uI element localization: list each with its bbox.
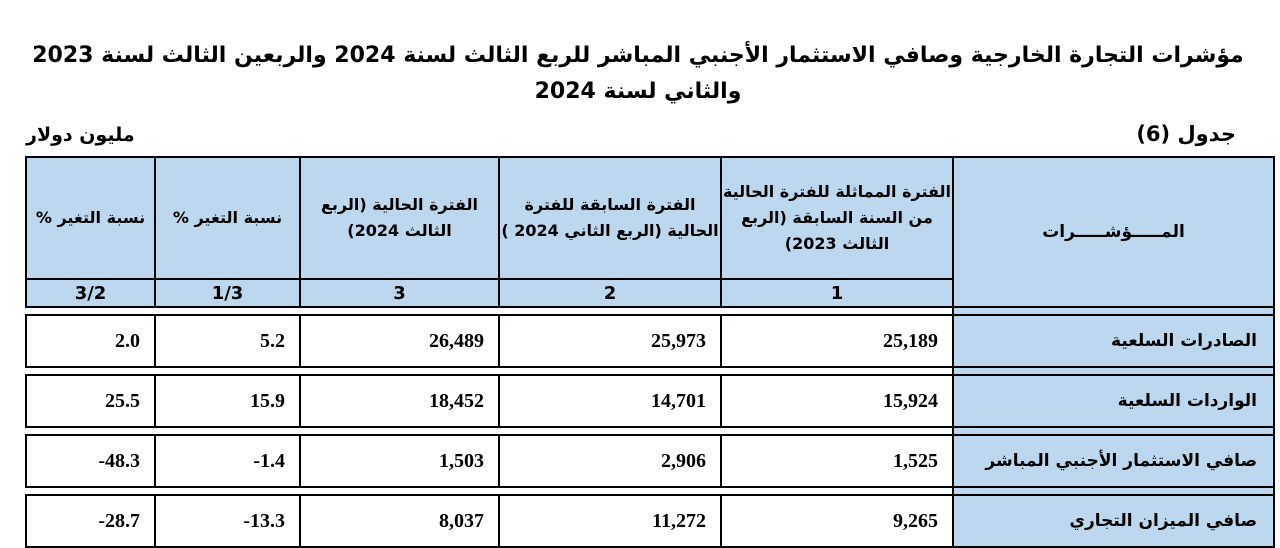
page-title: مؤشرات التجارة الخارجية وصافي الاستثمار … bbox=[32, 43, 1244, 104]
header-same-period-last-year: الفترة المماثلة للفترة الحالية من السنة … bbox=[720, 156, 954, 280]
cell-change-3-2: 25.5 bbox=[25, 374, 156, 428]
header-previous-period: الفترة السابقة للفترة الحالية (الربع الث… bbox=[498, 156, 722, 280]
col-number: 3/2 bbox=[25, 278, 156, 308]
cell-change-1-3: 15.9 bbox=[154, 374, 301, 428]
cell-same-last-year: 25,189 bbox=[720, 314, 954, 368]
header-current-period: الفترة الحالية (الربع الثالث 2024) bbox=[299, 156, 500, 280]
unit-label: مليون دولار bbox=[26, 124, 135, 146]
header-change-3-2: نسبة التغير % bbox=[25, 156, 156, 280]
indicators-table: نسبة التغير % نسبة التغير % الفترة الحال… bbox=[25, 156, 1275, 548]
cell-previous: 11,272 bbox=[498, 494, 722, 548]
cell-change-1-3: 5.2 bbox=[154, 314, 301, 368]
cell-change-3-2: -28.7 bbox=[25, 494, 156, 548]
row-label: صافي الميزان التجاري bbox=[952, 494, 1275, 548]
table-row: -28.7 -13.3 8,037 11,272 9,265 صافي المي… bbox=[25, 494, 1275, 548]
cell-change-3-2: 2.0 bbox=[25, 314, 156, 368]
cell-same-last-year: 15,924 bbox=[720, 374, 954, 428]
cell-change-1-3: -13.3 bbox=[154, 494, 301, 548]
col-number: 1 bbox=[720, 278, 954, 308]
cell-same-last-year: 9,265 bbox=[720, 494, 954, 548]
cell-current: 8,037 bbox=[299, 494, 500, 548]
col-number: 1/3 bbox=[154, 278, 301, 308]
col-number: 3 bbox=[299, 278, 500, 308]
table-row: 25.5 15.9 18,452 14,701 15,924 الواردات … bbox=[25, 374, 1275, 428]
col-number: 2 bbox=[498, 278, 722, 308]
header-indicators: المـــــؤشـــــرات bbox=[952, 156, 1275, 308]
header-row: نسبة التغير % نسبة التغير % الفترة الحال… bbox=[25, 156, 1275, 308]
cell-change-3-2: -48.3 bbox=[25, 434, 156, 488]
table-label: جدول (6) bbox=[1136, 122, 1236, 146]
cell-same-last-year: 1,525 bbox=[720, 434, 954, 488]
cell-current: 1,503 bbox=[299, 434, 500, 488]
header-change-1-3: نسبة التغير % bbox=[154, 156, 301, 280]
cell-previous: 14,701 bbox=[498, 374, 722, 428]
row-label: الصادرات السلعية bbox=[952, 314, 1275, 368]
header-number-row: 3/2 1/3 3 2 1 bbox=[25, 278, 1274, 308]
row-label: صافي الاستثمار الأجنبي المباشر bbox=[952, 434, 1275, 488]
cell-previous: 2,906 bbox=[498, 434, 722, 488]
table-row: -48.3 -1.4 1,503 2,906 1,525 صافي الاستث… bbox=[25, 434, 1275, 488]
cell-current: 26,489 bbox=[299, 314, 500, 368]
cell-previous: 25,973 bbox=[498, 314, 722, 368]
table-row: 2.0 5.2 26,489 25,973 25,189 الصادرات ال… bbox=[25, 314, 1275, 368]
cell-change-1-3: -1.4 bbox=[154, 434, 301, 488]
row-label: الواردات السلعية bbox=[952, 374, 1275, 428]
cell-current: 18,452 bbox=[299, 374, 500, 428]
